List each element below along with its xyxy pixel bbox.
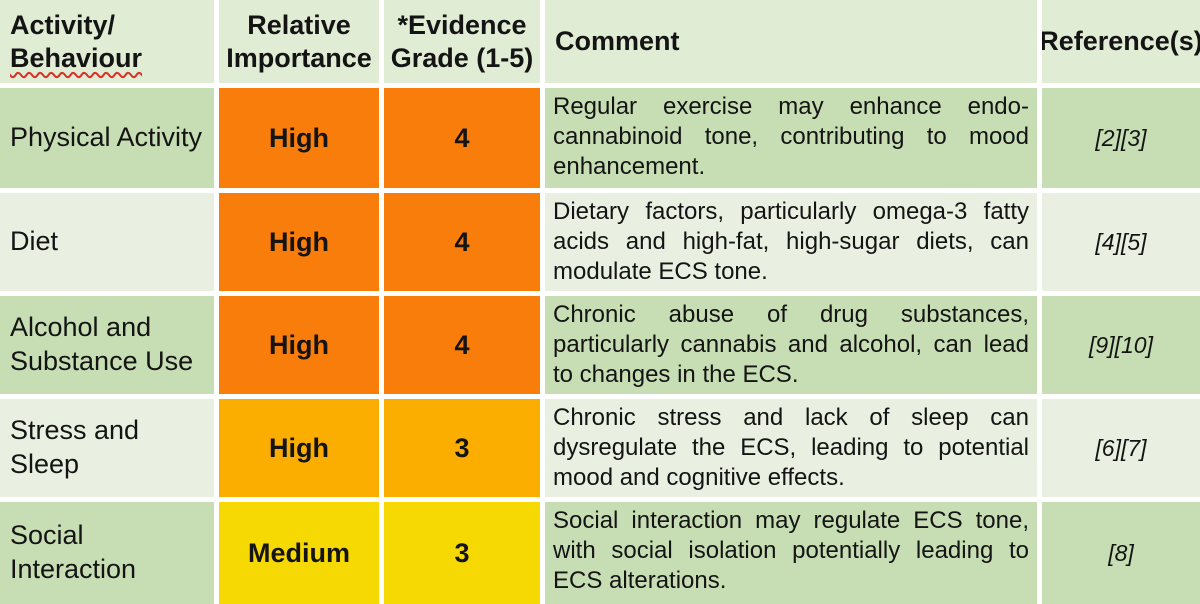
cell-activity: Diet	[0, 193, 214, 291]
comment-text: Dietary factors, particularly omega-3 fa…	[553, 198, 1029, 286]
comment-text: Chronic stress and lack of sleep can dys…	[553, 404, 1029, 492]
cell-activity: Stress and Sleep	[0, 399, 214, 497]
cell-evidence-grade: 4	[384, 296, 540, 394]
header-activity-line2-spellcheck-squiggle: Behaviour	[10, 42, 143, 73]
header-activity-behaviour: Activity/ Behaviour	[0, 0, 214, 83]
cell-activity: Physical Activity	[0, 88, 214, 188]
header-references: Reference(s)	[1042, 0, 1200, 83]
cell-importance-badge: High	[219, 88, 379, 188]
cell-comment: Regular exercise may enhance endo-cannab…	[545, 88, 1037, 188]
cell-comment: Dietary factors, particularly omega-3 fa…	[545, 193, 1037, 291]
cell-importance-badge: High	[219, 193, 379, 291]
cell-references: [2][3]	[1042, 88, 1200, 188]
comment-text: Chronic abuse of drug substances, partic…	[553, 301, 1029, 389]
cell-activity: Alcohol and Substance Use	[0, 296, 214, 394]
cell-importance-badge: Medium	[219, 502, 379, 604]
cell-evidence-grade: 4	[384, 88, 540, 188]
header-activity-line1: Activity/	[10, 10, 116, 41]
comment-text: Social interaction may regulate ECS tone…	[553, 507, 1029, 595]
cell-activity: Social Interaction	[0, 502, 214, 604]
cell-comment: Social interaction may regulate ECS tone…	[545, 502, 1037, 604]
cell-evidence-grade: 4	[384, 193, 540, 291]
header-relative-importance: Relative Importance	[219, 0, 379, 83]
cell-references: [4][5]	[1042, 193, 1200, 291]
cell-importance-badge: High	[219, 399, 379, 497]
cell-references: [9][10]	[1042, 296, 1200, 394]
cell-references: [6][7]	[1042, 399, 1200, 497]
comment-text: Regular exercise may enhance endo-cannab…	[553, 93, 1029, 181]
cell-evidence-grade: 3	[384, 502, 540, 604]
cell-comment: Chronic stress and lack of sleep can dys…	[545, 399, 1037, 497]
cell-importance-badge: High	[219, 296, 379, 394]
header-evidence-grade: *Evidence Grade (1-5)	[384, 0, 540, 83]
cell-evidence-grade: 3	[384, 399, 540, 497]
header-comment: Comment	[545, 0, 1037, 83]
cell-references: [8]	[1042, 502, 1200, 604]
cell-comment: Chronic abuse of drug substances, partic…	[545, 296, 1037, 394]
